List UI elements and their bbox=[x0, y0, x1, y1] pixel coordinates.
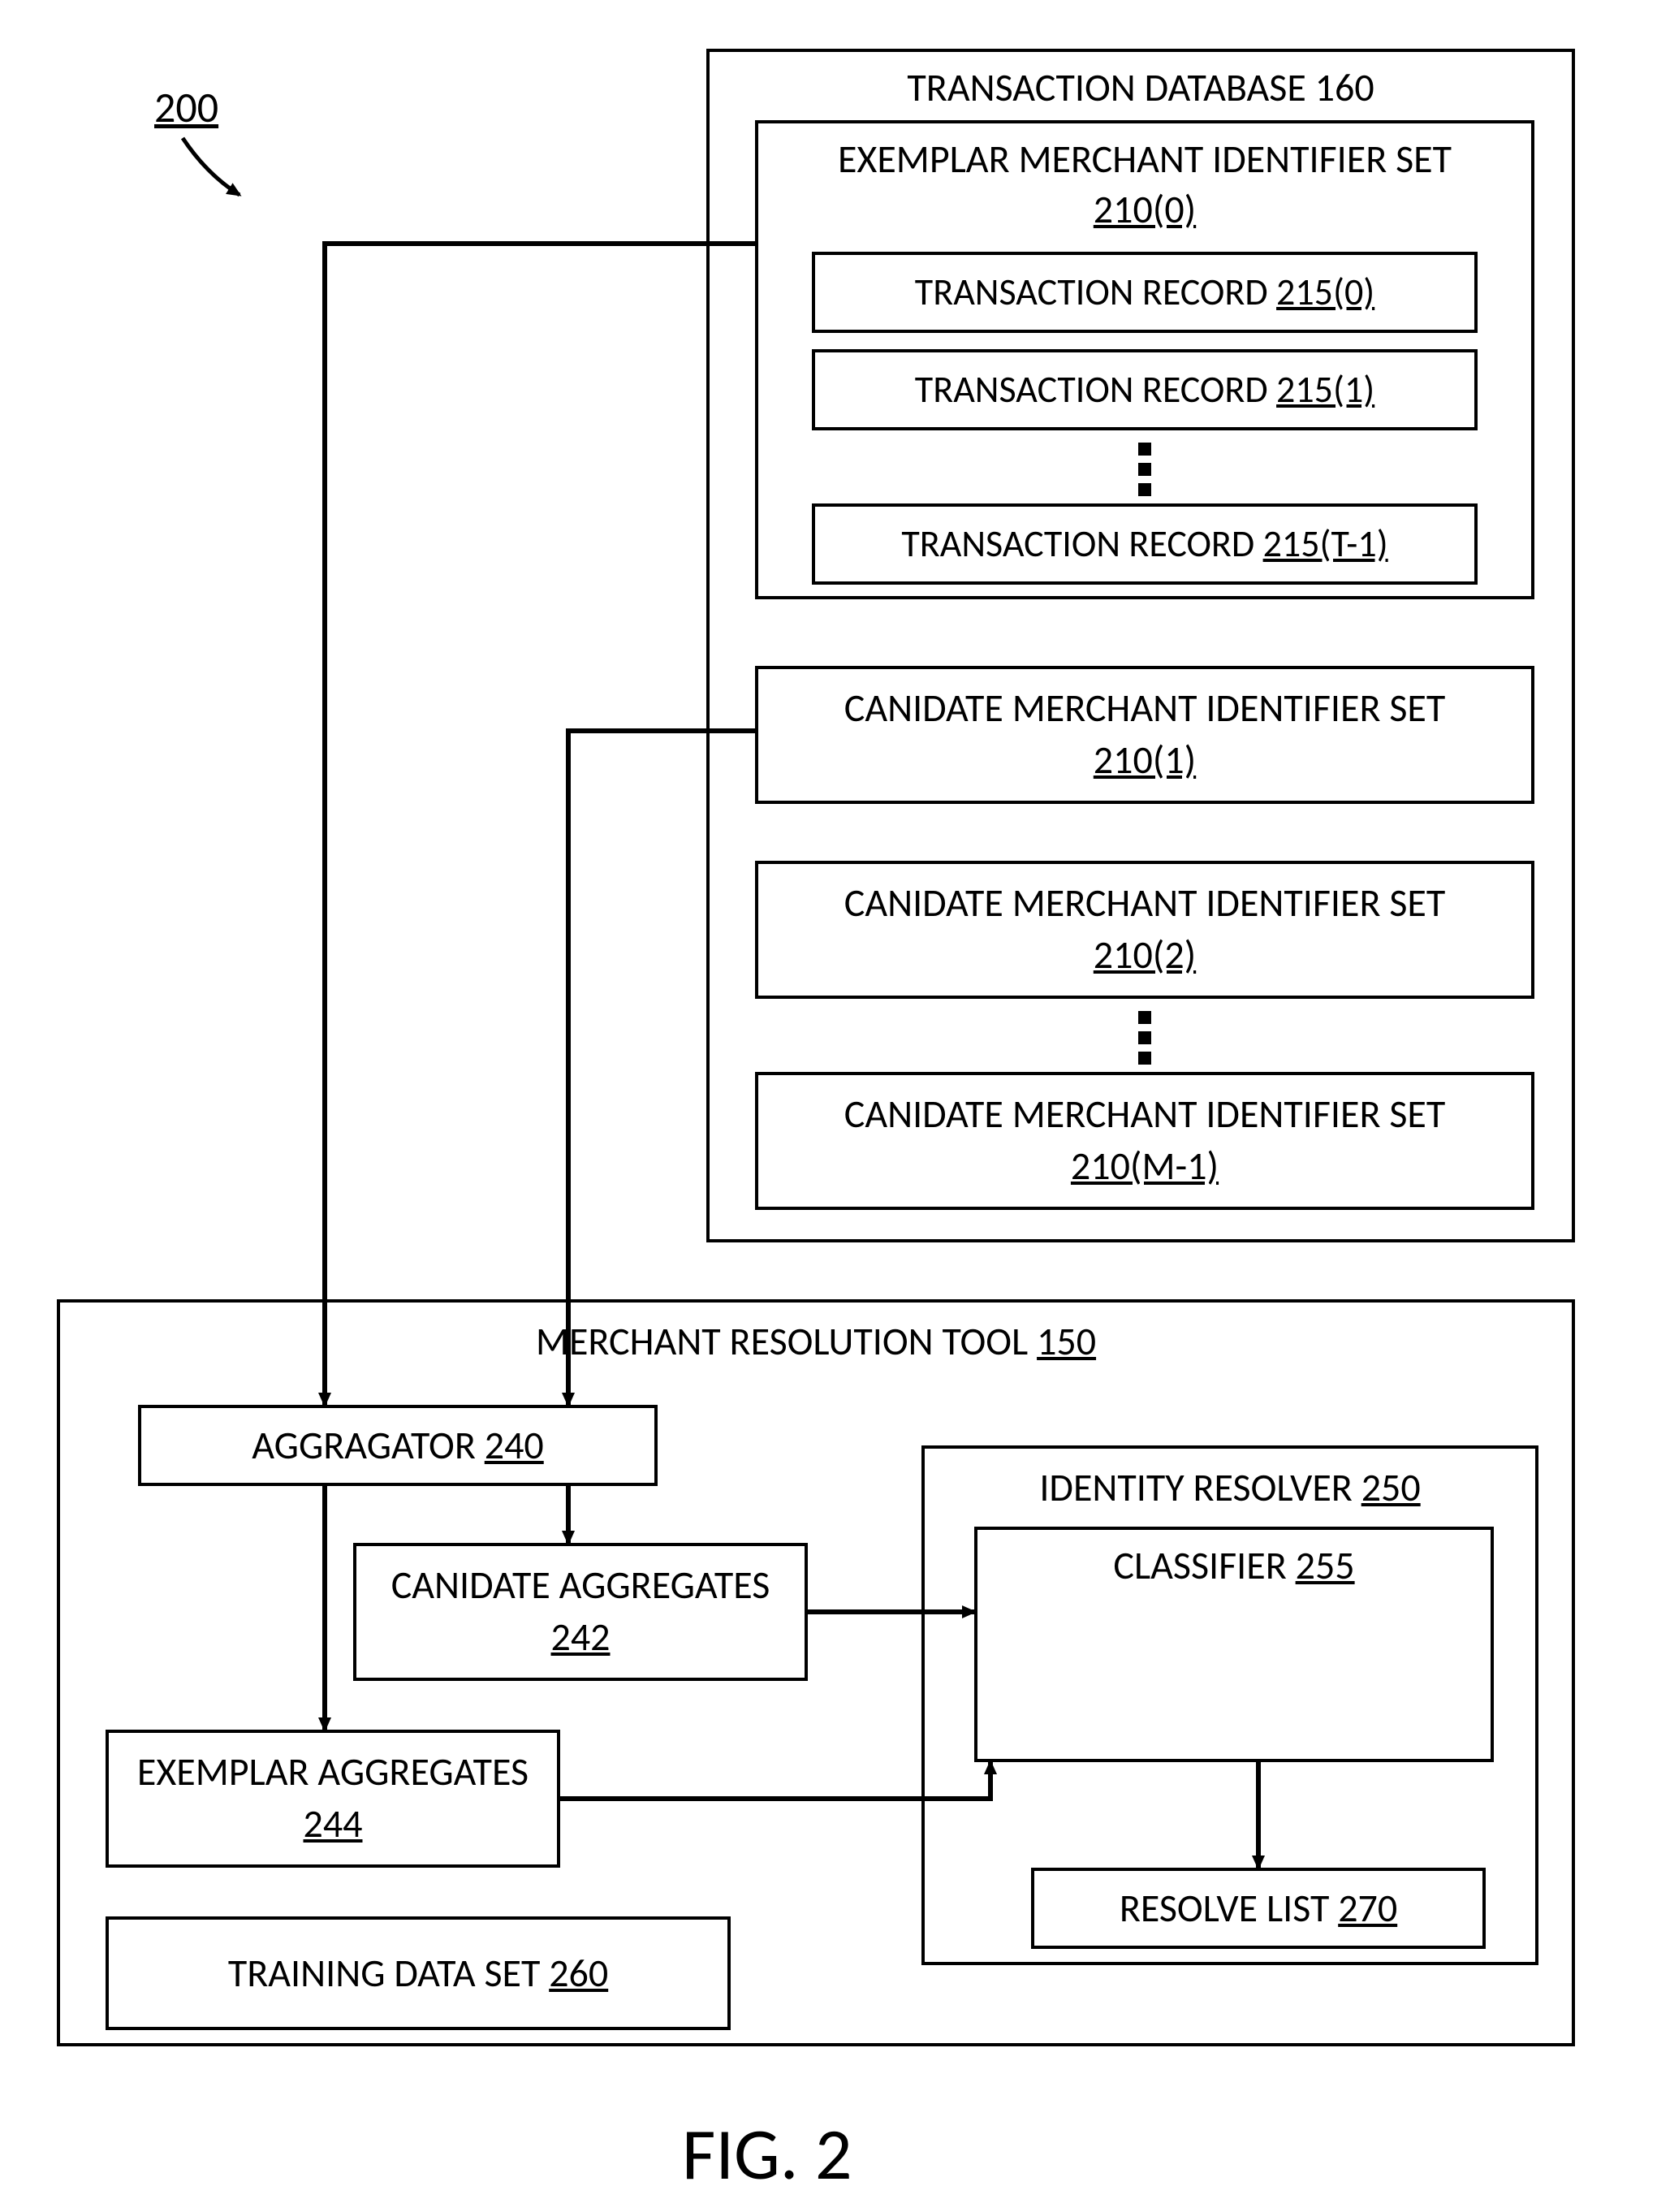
resolver-title-text: IDENTITY RESOLVER bbox=[1039, 1463, 1361, 1511]
resolve-num: 270 bbox=[1338, 1884, 1397, 1932]
candidate-set-1-line2: 210(1) bbox=[755, 736, 1534, 784]
resolver-title-num: 250 bbox=[1361, 1463, 1421, 1511]
record-1-num: 215(1) bbox=[1276, 367, 1374, 413]
record-0-text: TRANSACTION RECORD bbox=[915, 270, 1276, 315]
transaction-record-1-box: TRANSACTION RECORD 215(1) bbox=[812, 349, 1478, 430]
classifier-box: CLASSIFIER 255 bbox=[974, 1527, 1494, 1762]
training-data-set-box: TRAINING DATA SET 260 bbox=[106, 1916, 731, 2030]
classifier-num: 255 bbox=[1296, 1541, 1355, 1589]
ref-curved-arrow-icon bbox=[183, 138, 239, 195]
db-title-text: TRANSACTION DATABASE bbox=[907, 63, 1314, 111]
resolve-list-box: RESOLVE LIST 270 bbox=[1031, 1868, 1486, 1949]
resolve-text: RESOLVE LIST bbox=[1120, 1884, 1338, 1932]
exemplar-set-title-line1: EXEMPLAR MERCHANT IDENTIFIER SET bbox=[755, 135, 1534, 183]
record-0-num: 215(0) bbox=[1276, 270, 1374, 315]
record-T-num: 215(T-1) bbox=[1263, 521, 1388, 567]
exemplar-aggregates-line1: EXEMPLAR AGGREGATES bbox=[106, 1748, 560, 1795]
aggregator-num: 240 bbox=[485, 1421, 544, 1469]
record-T-text: TRANSACTION RECORD bbox=[901, 521, 1262, 567]
transaction-record-T-box: TRANSACTION RECORD 215(T-1) bbox=[812, 503, 1478, 585]
merchant-resolution-tool-title: MERCHANT RESOLUTION TOOL 150 bbox=[57, 1317, 1575, 1365]
transaction-record-0-box: TRANSACTION RECORD 215(0) bbox=[812, 252, 1478, 333]
candidate-aggregates-line1: CANIDATE AGGREGATES bbox=[353, 1561, 808, 1609]
exemplar-aggregates-line2: 244 bbox=[106, 1799, 560, 1847]
tool-title-text: MERCHANT RESOLUTION TOOL bbox=[536, 1317, 1037, 1365]
candidate-set-2-line1: CANIDATE MERCHANT IDENTIFIER SET bbox=[755, 879, 1534, 927]
training-num: 260 bbox=[549, 1949, 608, 1997]
record-1-text: TRANSACTION RECORD bbox=[915, 367, 1276, 413]
exemplar-set-title-line2: 210(0) bbox=[755, 185, 1534, 233]
candidate-set-1-line1: CANIDATE MERCHANT IDENTIFIER SET bbox=[755, 684, 1534, 732]
transaction-database-title: TRANSACTION DATABASE 160 bbox=[706, 63, 1575, 111]
classifier-text: CLASSIFIER bbox=[1113, 1541, 1295, 1589]
arrow-exemplar-to-aggregator bbox=[325, 244, 755, 1405]
figure-ref-label: 200 bbox=[154, 81, 218, 133]
candidate-set-M-line2: 210(M-1) bbox=[755, 1142, 1534, 1190]
candidate-set-2-line2: 210(2) bbox=[755, 931, 1534, 979]
db-title-num: 160 bbox=[1315, 63, 1374, 111]
candidate-aggregates-line2: 242 bbox=[353, 1613, 808, 1661]
figure-caption: FIG. 2 bbox=[682, 2110, 852, 2199]
aggregator-box: AGGRAGATOR 240 bbox=[138, 1405, 658, 1486]
training-text: TRAINING DATA SET bbox=[228, 1949, 549, 1997]
aggregator-text: AGGRAGATOR bbox=[252, 1421, 485, 1469]
tool-title-num: 150 bbox=[1037, 1317, 1096, 1365]
candidate-set-M-line1: CANIDATE MERCHANT IDENTIFIER SET bbox=[755, 1090, 1534, 1138]
identity-resolver-title: IDENTITY RESOLVER 250 bbox=[921, 1463, 1538, 1511]
